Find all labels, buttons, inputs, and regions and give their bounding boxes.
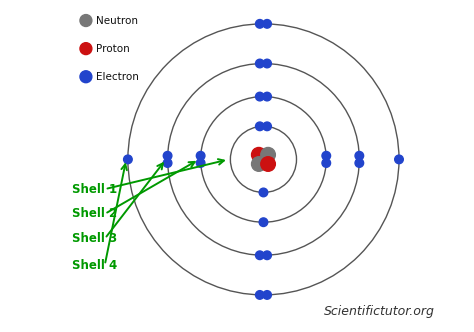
Text: Shell 2: Shell 2	[72, 208, 117, 220]
Text: Proton: Proton	[96, 43, 130, 54]
Circle shape	[124, 155, 132, 164]
Circle shape	[252, 147, 266, 162]
Circle shape	[255, 20, 264, 28]
Text: Shell 4: Shell 4	[72, 259, 117, 272]
Circle shape	[263, 290, 272, 299]
Text: Shell 3: Shell 3	[72, 232, 117, 245]
Circle shape	[196, 151, 205, 160]
Circle shape	[255, 122, 264, 130]
Circle shape	[263, 122, 272, 130]
Circle shape	[263, 92, 272, 101]
Circle shape	[322, 151, 330, 160]
Text: Shell 1: Shell 1	[72, 183, 117, 196]
Circle shape	[259, 218, 268, 226]
Circle shape	[255, 290, 264, 299]
Circle shape	[263, 20, 272, 28]
Text: Electron: Electron	[96, 72, 139, 82]
Circle shape	[263, 251, 272, 260]
Circle shape	[252, 157, 266, 171]
Text: Neutron: Neutron	[96, 16, 138, 26]
Circle shape	[80, 15, 92, 27]
Circle shape	[395, 155, 403, 164]
Circle shape	[259, 188, 268, 197]
Circle shape	[196, 159, 205, 167]
Circle shape	[255, 59, 264, 68]
Circle shape	[80, 43, 92, 54]
Circle shape	[261, 157, 275, 171]
Circle shape	[263, 59, 272, 68]
Circle shape	[355, 151, 364, 160]
Circle shape	[163, 151, 172, 160]
Circle shape	[355, 159, 364, 167]
Circle shape	[255, 92, 264, 101]
Circle shape	[255, 251, 264, 260]
Circle shape	[163, 159, 172, 167]
Circle shape	[261, 147, 275, 162]
Circle shape	[80, 71, 92, 83]
Circle shape	[322, 159, 330, 167]
Text: Scientifictutor.org: Scientifictutor.org	[324, 305, 435, 318]
